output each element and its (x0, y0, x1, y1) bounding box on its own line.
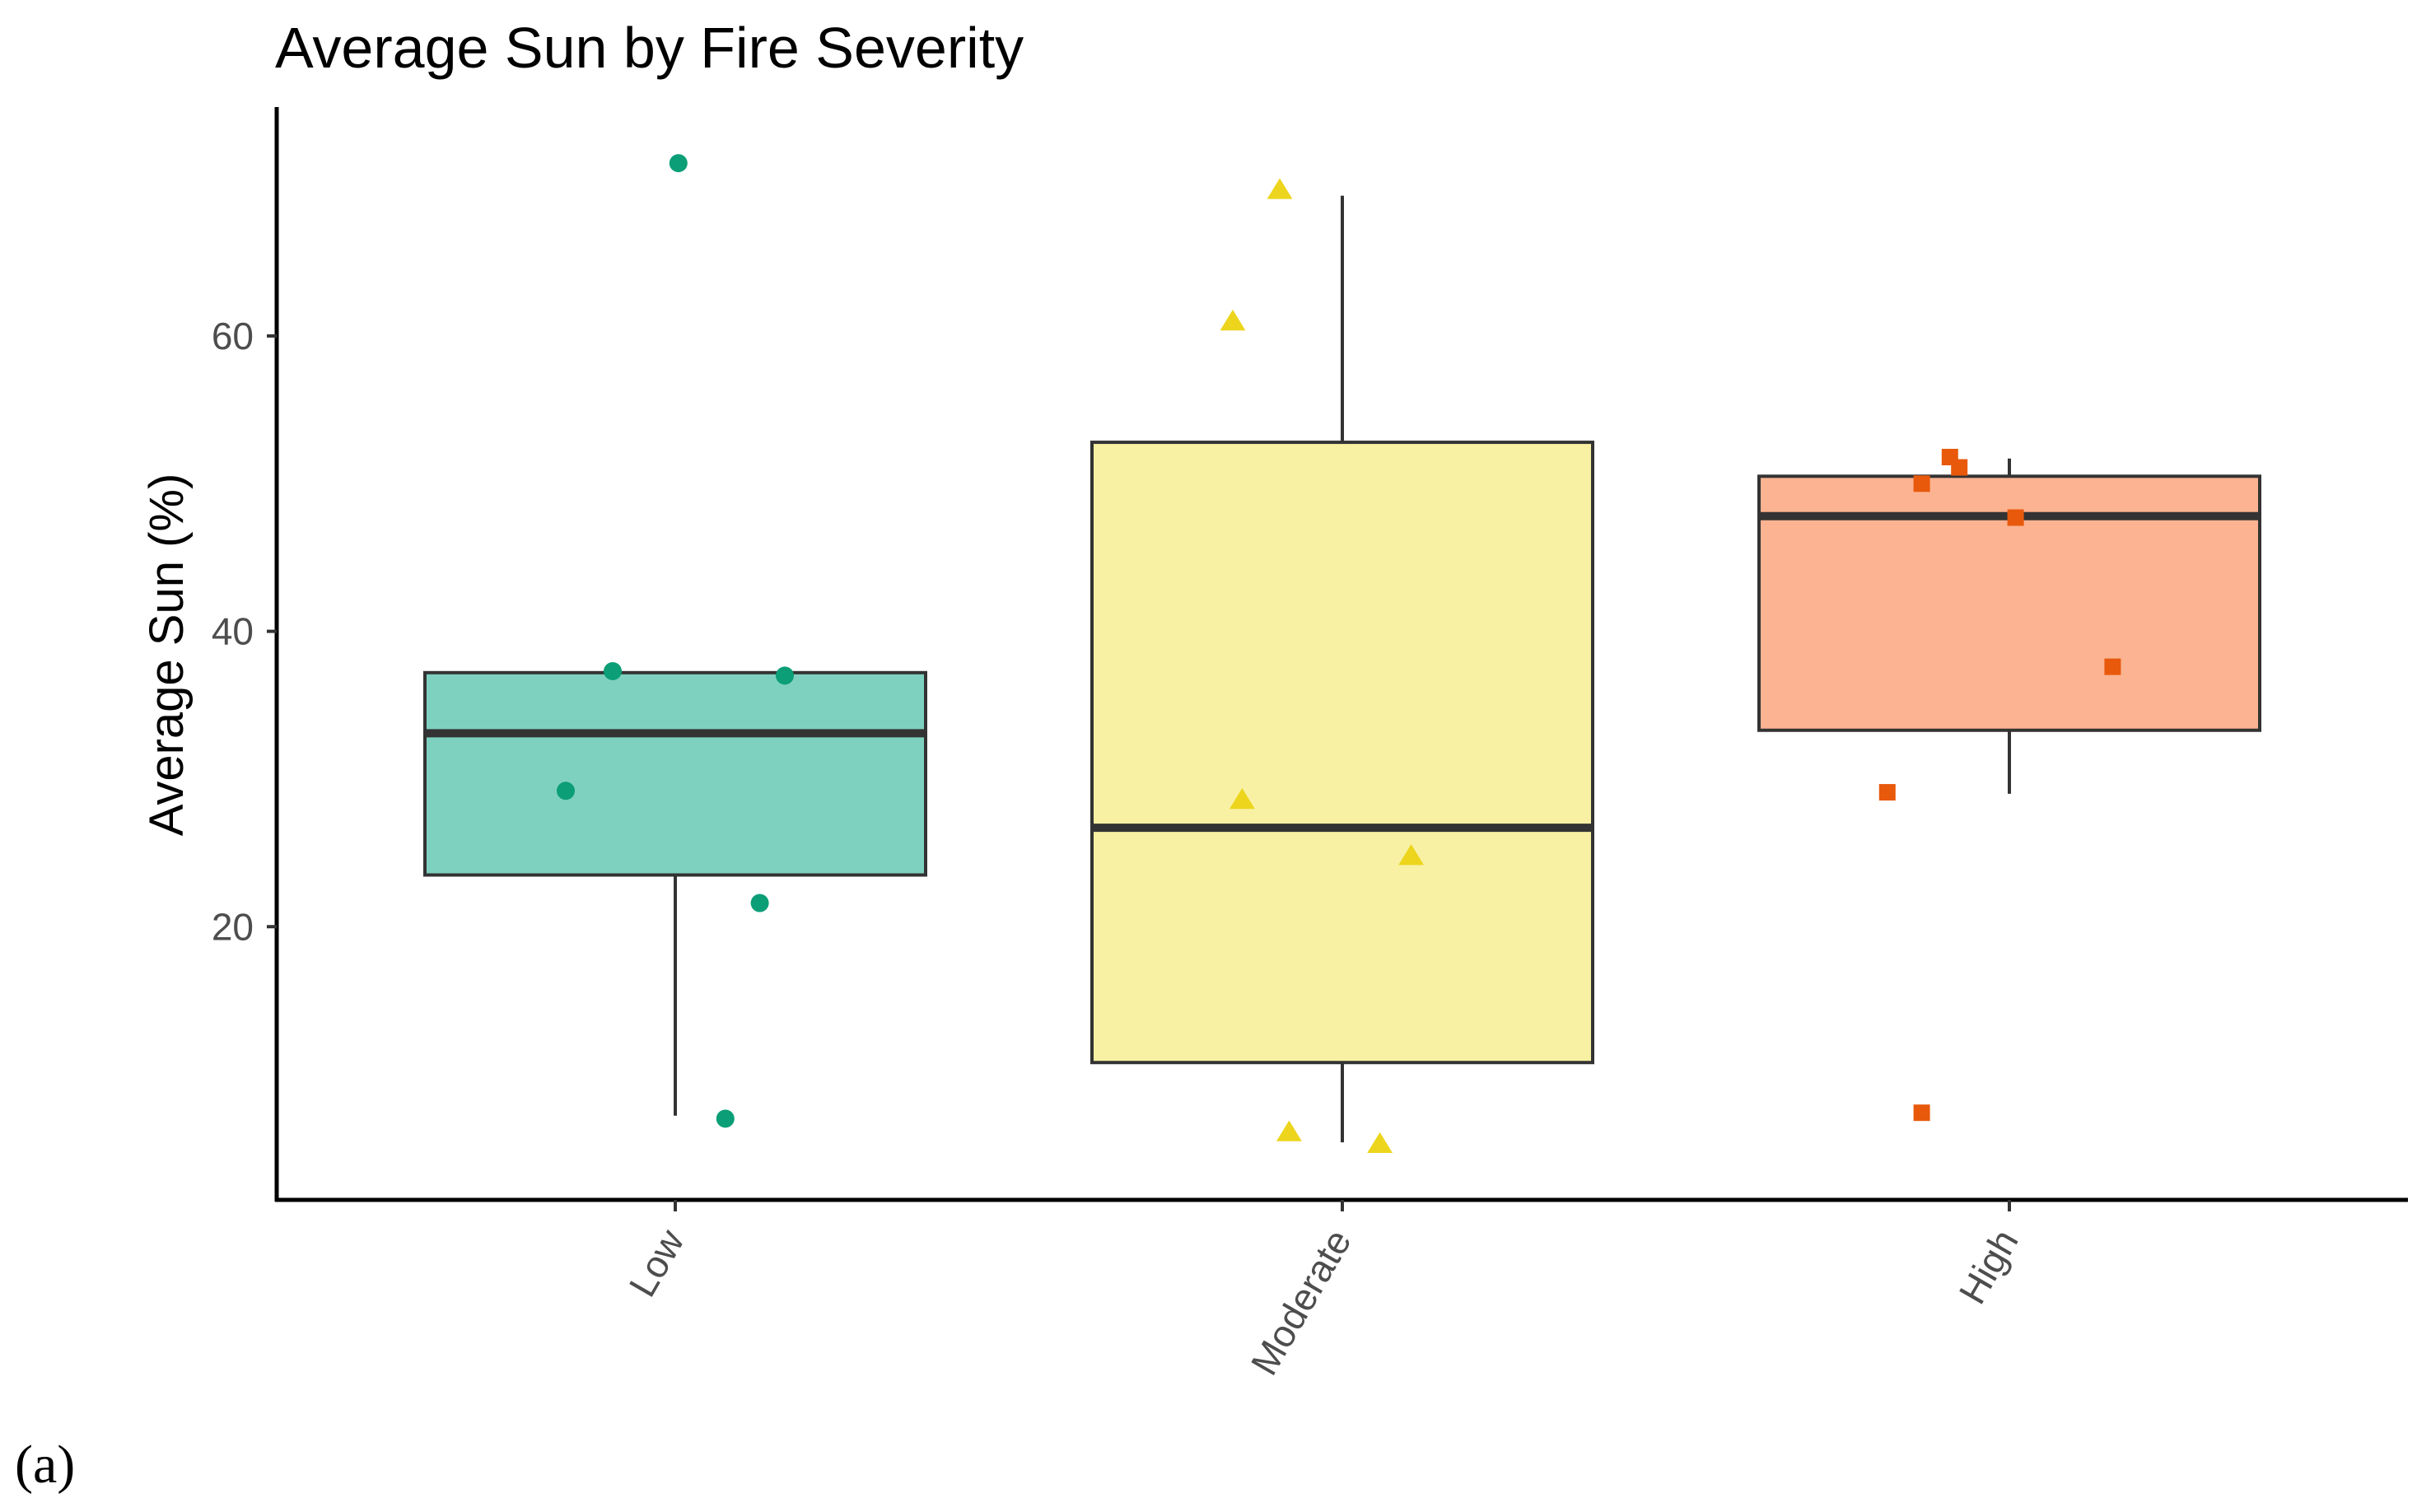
box-moderate (1090, 441, 1594, 1065)
x-ticks-layer: Low Moderate High (620, 1200, 2027, 1382)
x-tick-label: High (1950, 1222, 2026, 1311)
point-high (2104, 658, 2121, 675)
point-high (1913, 475, 1930, 492)
y-tick-label: 40 (212, 610, 254, 653)
point-low (557, 782, 575, 800)
x-tick-label: Moderate (1242, 1222, 1359, 1382)
point-low (716, 1109, 735, 1128)
point-high (1913, 1104, 1930, 1122)
y-tick-label: 60 (212, 315, 254, 357)
point-moderate (1267, 178, 1293, 199)
point-high (1951, 459, 1968, 476)
point-high (1878, 784, 1896, 801)
point-moderate (1398, 844, 1424, 866)
points-layer (557, 154, 2121, 1154)
point-moderate (1220, 310, 1246, 331)
point-low (776, 666, 794, 685)
point-low (669, 154, 688, 173)
point-low (750, 894, 769, 912)
chart-title: Average Sun by Fire Severity (275, 16, 1024, 80)
box-low (423, 670, 927, 877)
point-low (604, 662, 622, 681)
point-moderate (1367, 1132, 1393, 1154)
point-moderate (1276, 1120, 1302, 1141)
y-axis-label: Average Sun (%) (140, 474, 194, 837)
y-tick-label: 20 (212, 905, 254, 948)
point-moderate (1229, 788, 1255, 810)
x-tick-label: Low (620, 1221, 693, 1304)
panel-label: (a) (15, 1435, 75, 1495)
point-high (2007, 509, 2024, 526)
y-ticks-layer: 20 40 60 (212, 315, 277, 948)
boxes-layer (423, 195, 2261, 1143)
